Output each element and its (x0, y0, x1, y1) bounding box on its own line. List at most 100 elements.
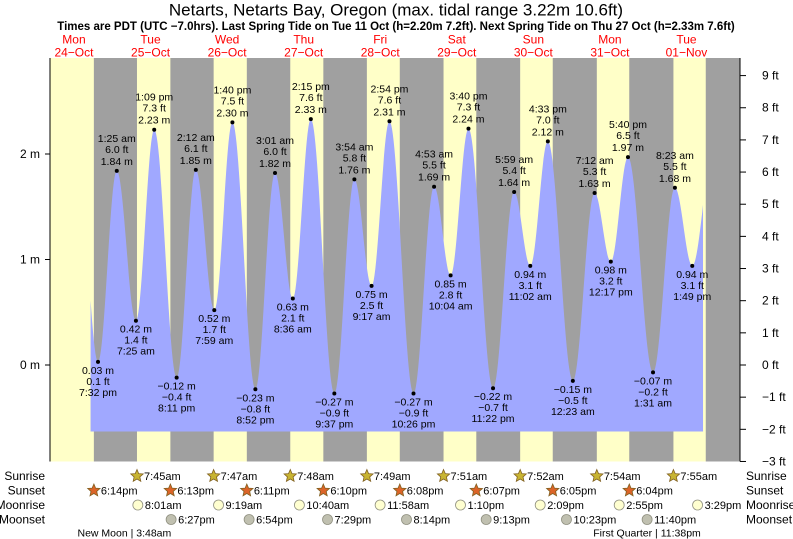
moonset-moon-icon (480, 514, 492, 525)
axes: 0 m 1 m 2 m 9 ft 8 ft 7 ft 6 ft 5 ft 4 ft 3 ft 2 f… (20, 58, 786, 468)
day-date: 27−Oct (284, 46, 324, 60)
day-date: 30−Oct (514, 46, 554, 60)
tide-height-ft: 5.4 ft (502, 165, 525, 177)
tide-height-m: −0.27 m (315, 396, 353, 408)
tide-point (545, 139, 550, 144)
moonset-moon-icon (641, 514, 653, 525)
sunset-star-icon (163, 482, 178, 497)
sunset-star-icon (316, 482, 331, 497)
tide-height-ft: −0.9 ft (399, 407, 429, 419)
sunrise-time: 7:47am (221, 471, 258, 483)
tide-point (193, 167, 198, 172)
tide-point (114, 168, 119, 173)
tide-height-m: 1.69 m (418, 172, 450, 184)
sunrise-row-label-right: Sunrise (746, 469, 787, 483)
right-tick-label: 4 ft (762, 229, 779, 243)
sunset-time: 6:04pm (636, 486, 673, 498)
tide-time: 5:40 pm (609, 119, 647, 131)
tide-height-m: 0.94 m (514, 269, 546, 281)
moonrise-time: 1:10pm (468, 500, 505, 512)
sunrise-star-icon (436, 468, 451, 483)
tide-height-m: 0.85 m (435, 278, 467, 290)
moonrise-moon-icon (534, 499, 546, 511)
day-date: 29−Oct (437, 46, 477, 60)
moonset-moon-icon (165, 514, 177, 525)
sunrise-time: 7:55am (680, 471, 717, 483)
moonrise-time: 3:29pm (705, 500, 742, 512)
moon-phase-label: First Quarter | 11:38pm (593, 528, 701, 539)
sunset-star-icon (545, 482, 560, 497)
tide-height-m: 1.85 m (180, 155, 212, 167)
sunset-row-label-right: Sunset (746, 484, 784, 498)
tide-height-ft: 6.0 ft (105, 144, 128, 156)
tide-area (90, 119, 704, 432)
right-tick-label: 6 ft (762, 165, 779, 179)
sunrise-row-label: Sunrise (4, 469, 45, 483)
tide-point (352, 177, 357, 182)
tide-height-ft: 7.5 ft (221, 95, 244, 107)
tide-time: 8:36 am (274, 324, 312, 336)
tide-height-ft: 7.3 ft (143, 103, 166, 115)
tide-point (432, 184, 437, 189)
tide-height-ft: 6.0 ft (263, 146, 286, 158)
sunrise-star-icon (666, 468, 681, 483)
sun-moon-rows: Sunrise Sunrise 7:45am 7:47am 7:48am 7:49am 7:… (0, 468, 793, 539)
tide-point (608, 259, 613, 264)
tide-point (96, 359, 101, 364)
tide-height-ft: 7.6 ft (378, 94, 401, 106)
tide-point (411, 391, 416, 396)
tide-time: 10:04 am (429, 300, 473, 312)
tide-height-m: 1.76 m (338, 164, 370, 176)
moonrise-time: 2:09pm (547, 500, 584, 512)
tide-height-m: −0.23 m (236, 392, 274, 404)
tide-height-ft: 6.5 ft (616, 130, 639, 142)
tide-point (253, 387, 258, 392)
right-tick-label: 2 ft (762, 294, 779, 308)
tide-time: 1:49 pm (673, 291, 711, 303)
tide-time: 1:40 pm (213, 84, 251, 96)
moonset-time: 10:23pm (573, 515, 616, 527)
day-name: Wed (215, 33, 239, 47)
moonrise-time: 10:40am (306, 500, 349, 512)
tide-height-ft: 7.3 ft (457, 102, 480, 114)
tide-height-m: 1.64 m (498, 177, 530, 189)
chart-subtitle: Times are PDT (UTC −7.0hrs). Last Spring… (57, 21, 735, 33)
moonset-moon-icon (401, 514, 412, 525)
moonset-time: 6:27pm (178, 515, 215, 527)
tide-point (212, 308, 217, 313)
day-date: 25−Oct (131, 46, 171, 60)
tide-height-m: −0.27 m (394, 396, 432, 408)
tide-time: 8:23 am (656, 150, 694, 162)
right-tick-label: 9 ft (762, 69, 779, 83)
tide-height-ft: 7.0 ft (536, 114, 559, 126)
tide-height-ft: 5.5 ft (663, 161, 686, 173)
sunset-time: 6:14pm (101, 486, 138, 498)
sunset-time: 6:11pm (254, 486, 290, 498)
right-tick-label: −1 ft (762, 390, 786, 404)
moonrise-moon-icon (132, 499, 144, 511)
moonrise-moon-icon (692, 499, 703, 511)
day-date: 01−Nov (666, 46, 708, 60)
tide-height-m: 0.03 m (82, 365, 114, 377)
sunset-star-icon (239, 482, 254, 497)
sunrise-time: 7:51am (451, 471, 488, 483)
tide-time: 7:25 am (117, 346, 155, 358)
tide-time: 9:17 am (353, 311, 391, 323)
tide-point (174, 375, 179, 380)
sunset-time: 6:13pm (177, 486, 214, 498)
tide-height-ft: 1.7 ft (203, 324, 226, 336)
moonset-time: 11:40pm (654, 515, 696, 527)
tide-time: 3:01 am (256, 135, 294, 147)
right-tick-label: 3 ft (762, 262, 779, 276)
day-date: 26−Oct (208, 46, 248, 60)
tide-height-ft: 3.2 ft (599, 276, 622, 288)
sunset-star-icon (86, 482, 101, 497)
tide-point (512, 189, 517, 194)
sunrise-star-icon (283, 468, 298, 483)
tide-height-ft: 3.1 ft (681, 280, 704, 292)
tide-height-m: 0.98 m (595, 265, 627, 277)
tide-height-m: 1.63 m (579, 178, 611, 190)
tide-height-ft: −0.5 ft (558, 395, 588, 407)
tide-height-m: 2.12 m (532, 126, 564, 138)
